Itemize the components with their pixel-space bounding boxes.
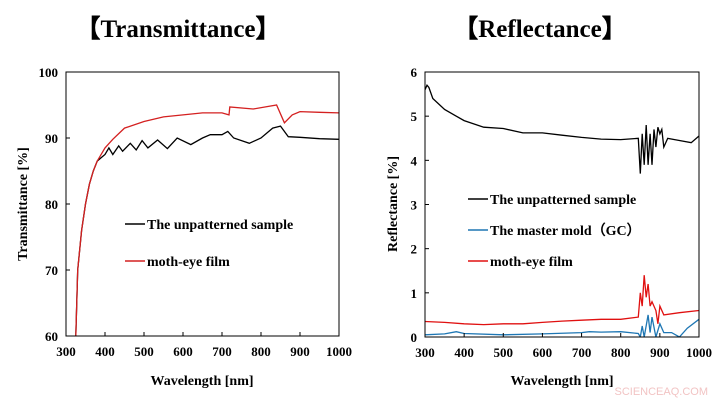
series-line-0 [425,83,699,174]
legend-entry: moth-eye film [490,255,573,270]
x-tick-label: 500 [134,344,154,359]
x-tick-label: 1000 [326,344,352,359]
x-tick-label: 700 [212,344,232,359]
y-tick-label: 6 [411,65,418,80]
x-tick-label: 1000 [686,345,712,360]
series-line-1 [425,314,699,337]
y-tick-label: 5 [411,109,418,124]
y-axis-label: Transmittance [%] [16,147,31,261]
x-tick-label: 900 [650,345,670,360]
x-tick-label: 800 [611,345,631,360]
x-tick-label: 400 [454,345,474,360]
x-tick-label: 600 [533,345,553,360]
y-tick-label: 100 [39,65,59,80]
series-line-2 [425,275,699,326]
watermark: SCIENCEAQ.COM [614,386,708,398]
plot-frame [65,71,340,337]
legend-entry: The unpatterned sample [147,218,293,233]
x-tick-label: 900 [290,344,310,359]
series-line-1 [75,104,339,336]
y-tick-label: 3 [411,198,418,213]
reflectance-chart: 【Reflectance】 Wavelength [nm] Reflectanc… [386,15,712,389]
y-tick-label: 70 [45,263,58,278]
x-tick-label: 600 [173,344,193,359]
x-tick-label: 300 [415,345,435,360]
x-axis-label: Wavelength [nm] [510,374,613,389]
y-tick-label: 1 [411,286,418,301]
x-axis-label: Wavelength [nm] [150,374,253,389]
y-tick-label: 60 [45,329,58,344]
x-tick-label: 400 [95,344,115,359]
y-tick-label: 2 [411,242,418,257]
legend-entry: moth-eye film [147,255,230,270]
chart-title: 【Transmittance】 [75,15,280,43]
legend-entry: The unpatterned sample [490,193,636,208]
x-tick-label: 800 [251,344,271,359]
y-tick-label: 80 [45,197,58,212]
y-axis-label: Reflectance [%] [386,156,401,252]
legend-entry: The master mold（GC） [490,223,641,239]
x-tick-label: 500 [494,345,514,360]
transmittance-chart: 【Transmittance】 Wavelength [nm] Transmit… [16,15,352,389]
x-tick-label: 700 [572,345,592,360]
y-tick-label: 90 [45,131,58,146]
chart-title: 【Reflectance】 [453,15,627,43]
y-tick-label: 0 [411,330,418,345]
y-tick-label: 4 [411,153,418,168]
x-tick-label: 300 [56,344,76,359]
